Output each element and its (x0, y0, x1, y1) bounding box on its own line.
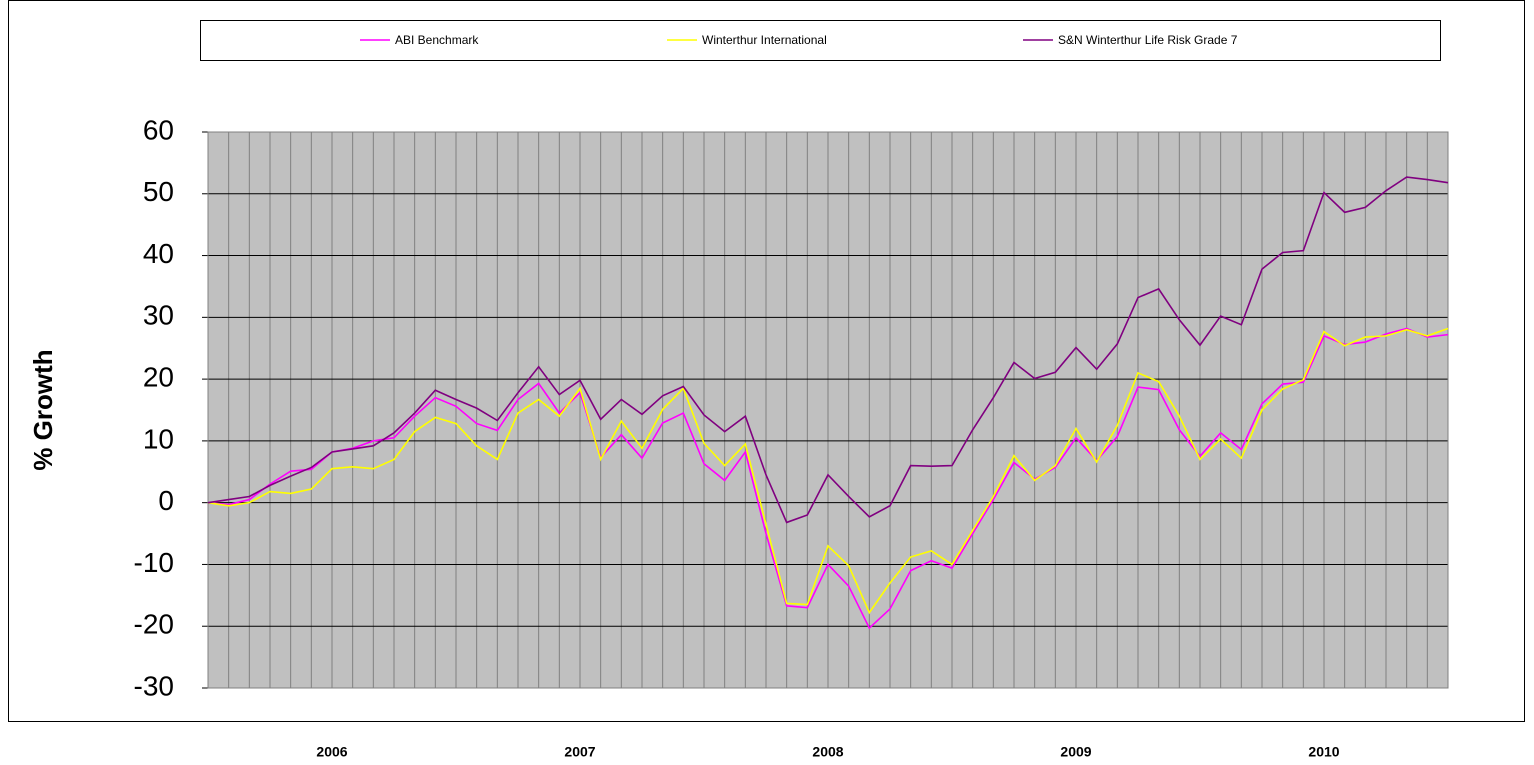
y-tick-label: -10 (134, 547, 174, 578)
plot-border (207, 131, 1449, 689)
data-line (207, 176, 1449, 524)
y-tick-label: 30 (143, 300, 174, 331)
y-tick-label: 10 (143, 423, 174, 454)
data-line (207, 327, 1449, 630)
legend-label: S&N Winterthur Life Risk Grade 7 (1058, 33, 1238, 47)
y-tick-label: 40 (143, 238, 174, 269)
y-tick-label: 60 (143, 114, 174, 145)
x-tick-label: 2007 (564, 744, 595, 760)
legend-label: ABI Benchmark (395, 33, 479, 47)
y-tick-label: 20 (143, 362, 174, 393)
y-tick-label: 0 (158, 485, 174, 516)
y-tick-label: -20 (134, 609, 174, 640)
data-line (207, 327, 1449, 615)
x-tick-label: 2010 (1308, 744, 1339, 760)
legend-box (200, 20, 1441, 61)
x-tick-label: 2008 (812, 744, 843, 760)
legend-label: Winterthur International (702, 33, 827, 47)
x-tick-label: 2006 (316, 744, 347, 760)
y-tick-label: 50 (143, 176, 174, 207)
y-tick-label: -30 (134, 670, 174, 701)
y-axis-label: % Growth (28, 349, 58, 470)
x-tick-label: 2009 (1060, 744, 1091, 760)
